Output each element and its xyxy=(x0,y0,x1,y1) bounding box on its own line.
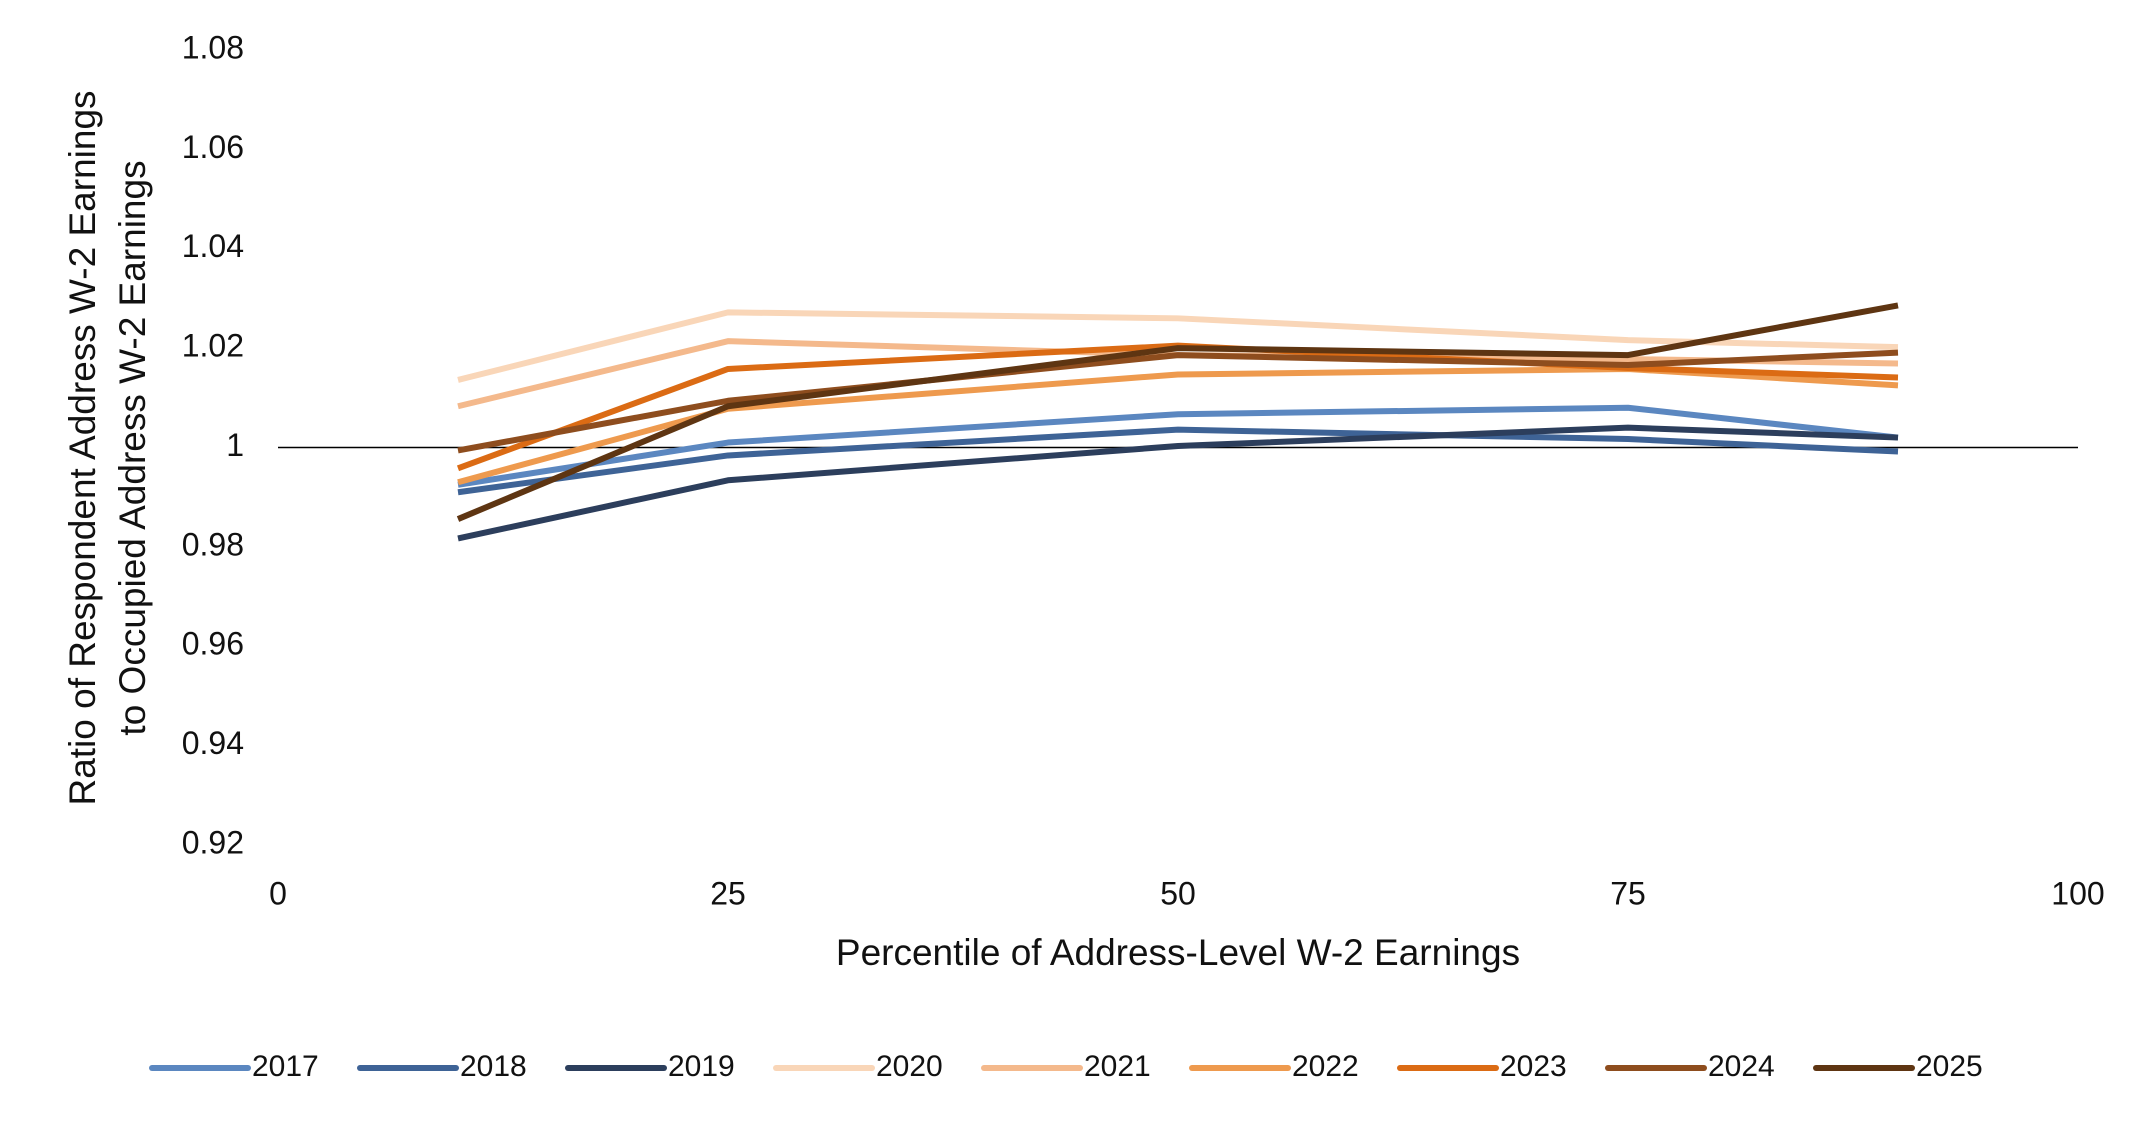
y-tick-label: 0.92 xyxy=(182,824,244,860)
legend-label: 2019 xyxy=(668,1050,735,1083)
series-line xyxy=(456,302,1899,522)
x-axis-title: Percentile of Address-Level W-2 Earnings xyxy=(836,932,1520,973)
series-line xyxy=(457,309,1899,383)
y-tick-label: 1.06 xyxy=(182,129,244,165)
x-tick-label: 25 xyxy=(710,875,746,911)
legend-label: 2021 xyxy=(1084,1050,1151,1083)
y-tick-label: 0.94 xyxy=(182,725,244,761)
y-tick-label: 1.08 xyxy=(182,29,244,65)
x-tick-label: 0 xyxy=(269,875,287,911)
legend-label: 2018 xyxy=(460,1050,527,1083)
legend-label: 2017 xyxy=(252,1050,319,1083)
y-tick-label: 0.98 xyxy=(182,526,244,562)
legend-label: 2022 xyxy=(1292,1050,1359,1083)
legend-label: 2025 xyxy=(1916,1050,1983,1083)
x-tick-label: 100 xyxy=(2051,875,2104,911)
y-tick-label: 1 xyxy=(226,427,244,463)
legend-label: 2024 xyxy=(1708,1050,1775,1083)
x-tick-label: 50 xyxy=(1160,875,1196,911)
x-tick-label: 75 xyxy=(1610,875,1646,911)
series-line xyxy=(457,426,1899,496)
series-line xyxy=(457,349,1899,454)
y-tick-label: 1.04 xyxy=(182,228,244,264)
y-axis-title: to Occupied Address W-2 Earnings xyxy=(112,160,153,735)
y-tick-label: 0.96 xyxy=(182,626,244,662)
series-line xyxy=(457,404,1899,488)
series-line xyxy=(457,365,1899,486)
legend-label: 2020 xyxy=(876,1050,943,1083)
legend-label: 2023 xyxy=(1500,1050,1567,1083)
y-tick-label: 1.02 xyxy=(182,328,244,364)
series-line xyxy=(457,424,1899,542)
y-axis-title: Ratio of Respondent Address W-2 Earnings xyxy=(62,90,103,805)
